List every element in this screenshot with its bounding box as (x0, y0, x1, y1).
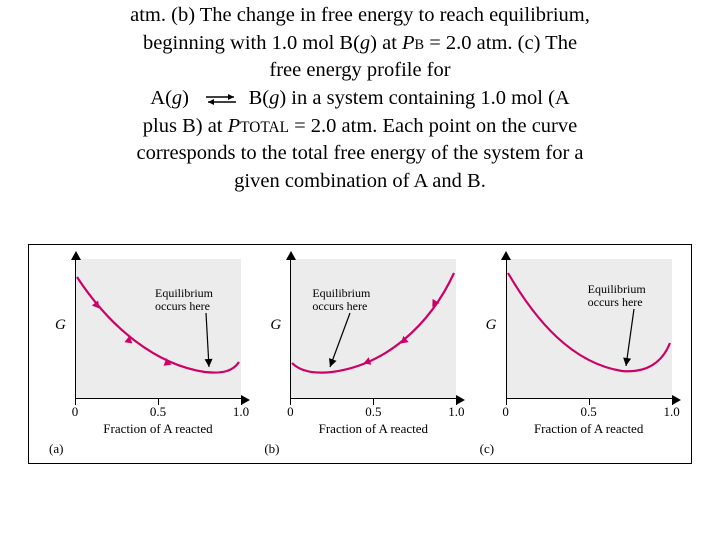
caption-line: ) (182, 87, 204, 109)
x-tick-label: 0 (502, 404, 509, 420)
annotation-line: occurs here (588, 295, 643, 309)
charts-row: G00.51.0Fraction of A reacted(a)Equilibr… (47, 259, 683, 455)
y-axis-arrow-icon (286, 251, 296, 260)
caption-line: beginning with 1.0 mol B( (143, 32, 360, 54)
x-tick-label: 0.5 (150, 404, 166, 420)
caption-line: P (228, 115, 241, 137)
x-axis-arrow-icon (241, 395, 250, 405)
x-tick-label: 1.0 (448, 404, 464, 420)
chart-panel: G 0 0.5 1.0Fraction of A reacted (a) Equilibr… (47, 259, 252, 455)
caption-line: = 2.0 atm. (c) The (424, 32, 577, 54)
x-axis-label: Fraction of A reacted (506, 421, 672, 437)
caption-line: atm. (b) The change in free energy to re… (130, 4, 590, 26)
caption-line: plus B) at (143, 115, 228, 137)
caption-line: B( (238, 87, 269, 109)
panel-sublabel: (a) (49, 441, 63, 457)
x-tick-label: 0 (287, 404, 294, 420)
chart-panel: G 0 0.5 1.0Fraction of A reacted (c) Equilibr… (478, 259, 683, 455)
caption-line: A( (150, 87, 172, 109)
caption-line: given combination of A and B. (234, 170, 486, 192)
caption-line: ) in a system containing 1.0 mol (A (279, 87, 569, 109)
caption-line: free energy profile for (269, 59, 450, 81)
chart-panel: G 0 0.5 1.0Fraction of A reacted (b) Equilibr… (262, 259, 467, 455)
figure-panel-box: G00.51.0Fraction of A reacted(a)Equilibr… (28, 244, 692, 464)
annotation-line: occurs here (312, 299, 367, 313)
y-axis-arrow-icon (501, 251, 511, 260)
y-axis-label: G (270, 317, 281, 334)
annotation-line: occurs here (155, 299, 210, 313)
x-axis-arrow-icon (456, 395, 465, 405)
plot-area (290, 259, 456, 399)
caption-line: B (415, 37, 425, 53)
x-tick-label: 0.5 (365, 404, 381, 420)
caption-line: corresponds to the total free energy of … (136, 142, 583, 164)
caption-line: g (269, 87, 279, 109)
x-axis-arrow-icon (672, 395, 681, 405)
x-tick-label: 0 (72, 404, 79, 420)
annotation-line: Equilibrium (312, 286, 370, 300)
panel-sublabel: (b) (264, 441, 279, 457)
equilibrium-arrows-icon (204, 87, 238, 109)
caption-line: TOTAL (240, 119, 289, 136)
panel-sublabel: (c) (480, 441, 494, 457)
equilibrium-annotation: Equilibriumoccurs here (155, 287, 213, 313)
equilibrium-annotation: Equilibriumoccurs here (588, 283, 646, 309)
caption-line: g (360, 32, 370, 54)
figure-caption: atm. (b) The change in free energy to re… (40, 2, 680, 196)
caption-line: P (402, 32, 415, 54)
y-axis-arrow-icon (71, 251, 81, 260)
x-axis-label: Fraction of A reacted (290, 421, 456, 437)
annotation-line: Equilibrium (588, 282, 646, 296)
x-tick-label: 1.0 (233, 404, 249, 420)
x-tick-label: 0.5 (581, 404, 597, 420)
plot-area (506, 259, 672, 399)
x-tick-label: 1.0 (664, 404, 680, 420)
x-axis-label: Fraction of A reacted (75, 421, 241, 437)
y-axis-label: G (486, 317, 497, 334)
caption-line: g (172, 87, 182, 109)
y-axis-label: G (55, 317, 66, 334)
annotation-line: Equilibrium (155, 286, 213, 300)
plot-area (75, 259, 241, 399)
caption-line: ) at (370, 32, 402, 54)
caption-line: = 2.0 atm. Each point on the curve (289, 115, 577, 137)
equilibrium-annotation: Equilibriumoccurs here (312, 287, 370, 313)
